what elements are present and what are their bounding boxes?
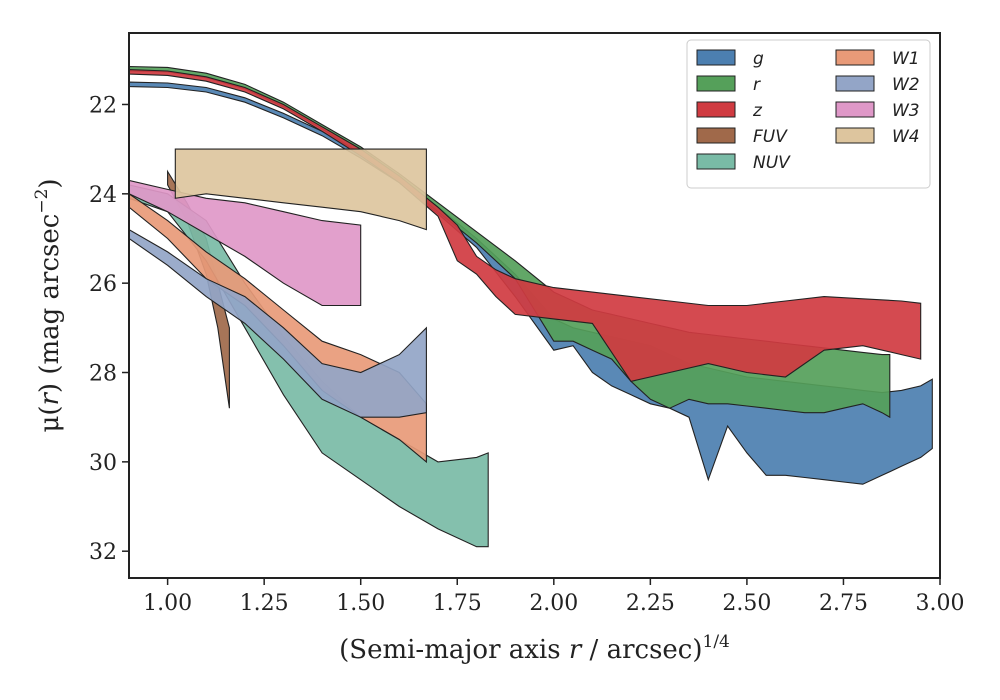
x-tick-label: 2.50	[722, 591, 771, 616]
y-tick-label: 30	[89, 451, 117, 476]
x-tick-label: 1.00	[143, 591, 192, 616]
y-axis-label: μ(r) (mag arcsec−2)	[32, 178, 65, 432]
legend-swatch-fuv	[696, 127, 736, 144]
x-tick-label: 1.25	[240, 591, 289, 616]
x-tick-label: 2.25	[626, 591, 675, 616]
legend-label-r: r	[753, 75, 761, 95]
y-axis-ticks: 22 24 26 28 30 32	[89, 93, 129, 565]
y-tick-label: 28	[89, 362, 117, 387]
legend-label-g: g	[753, 49, 764, 69]
plot-frame	[128, 32, 941, 579]
x-tick-label: 2.00	[529, 591, 578, 616]
y-tick-label: 22	[89, 93, 117, 118]
series-areas	[129, 65, 933, 548]
legend-label-w1: W1	[892, 49, 920, 69]
legend-swatch-w4	[835, 127, 875, 144]
legend-swatch-g	[696, 49, 736, 66]
legend-swatch-z	[696, 101, 736, 118]
x-axis-ticks: 1.00 1.25 1.50 1.75 2.00 2.25 2.50 2.75 3.00	[143, 578, 964, 616]
y-tick-label: 24	[89, 183, 117, 208]
legend-swatch-w3	[835, 101, 875, 118]
x-axis-label: (Semi-major axis r / arcsec)1/4	[339, 632, 730, 665]
x-tick-label: 1.50	[336, 591, 385, 616]
y-tick-label: 32	[89, 540, 117, 565]
legend-label-fuv: FUV	[753, 127, 788, 147]
legend-swatch-nuv	[696, 153, 736, 170]
legend-swatch-r	[696, 75, 736, 92]
legend-label-w4: W4	[892, 127, 920, 147]
legend-label-w3: W3	[892, 101, 920, 121]
legend-swatch-w2	[835, 75, 875, 92]
y-tick-label: 26	[89, 272, 117, 297]
x-tick-label: 3.00	[916, 591, 965, 616]
legend-label-nuv: NUV	[753, 153, 791, 173]
series-band-r	[129, 65, 891, 419]
x-tick-label: 2.75	[819, 591, 868, 616]
legend-swatch-w1	[835, 49, 875, 66]
legend-label-w2: W2	[892, 75, 920, 95]
x-tick-label: 1.75	[433, 591, 482, 616]
series-band-w2	[129, 228, 427, 418]
series-band-w4	[174, 148, 427, 231]
series-band-w3	[129, 179, 362, 307]
legend-label-z: z	[752, 101, 763, 121]
legend: grz FUV NUV W1 W2 W3 W4	[686, 39, 931, 189]
